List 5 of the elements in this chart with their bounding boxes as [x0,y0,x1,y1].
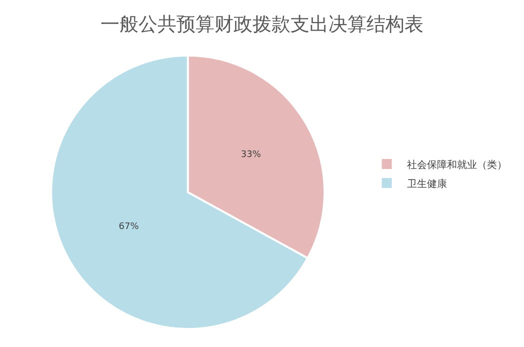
data-label: 67% [118,222,140,232]
legend-label: 卫生健康 [406,178,447,190]
chart-title: 一般公共预算财政拨款支出决算结构表 [100,14,424,36]
data-label: 33% [240,150,262,160]
legend-label: 社会保障和就业（类） [406,158,507,171]
